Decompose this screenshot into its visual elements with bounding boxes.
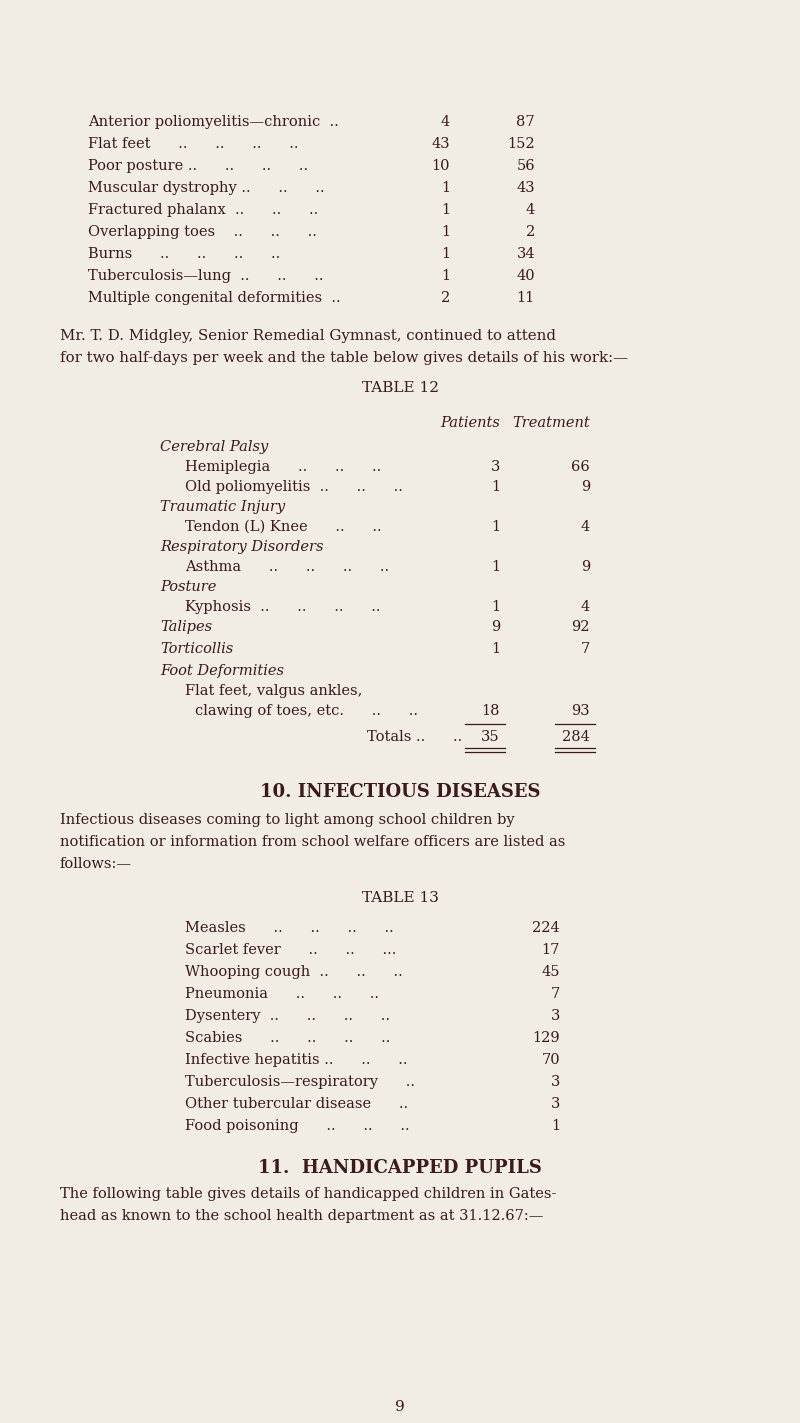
- Text: 4: 4: [581, 601, 590, 613]
- Text: 1: 1: [441, 203, 450, 216]
- Text: Posture: Posture: [160, 581, 216, 593]
- Text: Measles      ..      ..      ..      ..: Measles .. .. .. ..: [185, 921, 394, 935]
- Text: Overlapping toes    ..      ..      ..: Overlapping toes .. .. ..: [88, 225, 317, 239]
- Text: 1: 1: [491, 519, 500, 534]
- Text: 45: 45: [542, 965, 560, 979]
- Text: 10. INFECTIOUS DISEASES: 10. INFECTIOUS DISEASES: [260, 783, 540, 801]
- Text: follows:—: follows:—: [60, 857, 132, 871]
- Text: Tuberculosis—lung  ..      ..      ..: Tuberculosis—lung .. .. ..: [88, 269, 323, 283]
- Text: Fractured phalanx  ..      ..      ..: Fractured phalanx .. .. ..: [88, 203, 318, 216]
- Text: 3: 3: [550, 1009, 560, 1023]
- Text: Poor posture ..      ..      ..      ..: Poor posture .. .. .. ..: [88, 159, 308, 174]
- Text: Mr. T. D. Midgley, Senior Remedial Gymnast, continued to attend: Mr. T. D. Midgley, Senior Remedial Gymna…: [60, 329, 556, 343]
- Text: Flat feet, valgus ankles,: Flat feet, valgus ankles,: [185, 684, 362, 699]
- Text: 11.  HANDICAPPED PUPILS: 11. HANDICAPPED PUPILS: [258, 1158, 542, 1177]
- Text: Treatment: Treatment: [512, 416, 590, 430]
- Text: Hemiplegia      ..      ..      ..: Hemiplegia .. .. ..: [185, 460, 382, 474]
- Text: notification or information from school welfare officers are listed as: notification or information from school …: [60, 835, 566, 850]
- Text: Tendon (L) Knee      ..      ..: Tendon (L) Knee .. ..: [185, 519, 382, 534]
- Text: 9: 9: [490, 620, 500, 635]
- Text: Traumatic Injury: Traumatic Injury: [160, 499, 285, 514]
- Text: 9: 9: [395, 1400, 405, 1414]
- Text: 224: 224: [532, 921, 560, 935]
- Text: 1: 1: [441, 269, 450, 283]
- Text: 43: 43: [516, 181, 535, 195]
- Text: head as known to the school health department as at 31.12.67:—: head as known to the school health depar…: [60, 1210, 543, 1222]
- Text: 129: 129: [532, 1032, 560, 1044]
- Text: 3: 3: [550, 1074, 560, 1089]
- Text: 7: 7: [550, 988, 560, 1000]
- Text: 1: 1: [441, 225, 450, 239]
- Text: clawing of toes, etc.      ..      ..: clawing of toes, etc. .. ..: [195, 704, 418, 719]
- Text: 66: 66: [571, 460, 590, 474]
- Text: Old poliomyelitis  ..      ..      ..: Old poliomyelitis .. .. ..: [185, 480, 403, 494]
- Text: 1: 1: [491, 561, 500, 573]
- Text: Other tubercular disease      ..: Other tubercular disease ..: [185, 1097, 408, 1111]
- Text: 284: 284: [562, 730, 590, 744]
- Text: Food poisoning      ..      ..      ..: Food poisoning .. .. ..: [185, 1118, 410, 1133]
- Text: 9: 9: [581, 561, 590, 573]
- Text: Torticollis: Torticollis: [160, 642, 234, 656]
- Text: Infectious diseases coming to light among school children by: Infectious diseases coming to light amon…: [60, 813, 514, 827]
- Text: 2: 2: [526, 225, 535, 239]
- Text: 34: 34: [516, 248, 535, 260]
- Text: Flat feet      ..      ..      ..      ..: Flat feet .. .. .. ..: [88, 137, 298, 151]
- Text: Patients: Patients: [440, 416, 500, 430]
- Text: 10: 10: [431, 159, 450, 174]
- Text: The following table gives details of handicapped children in Gates-: The following table gives details of han…: [60, 1187, 556, 1201]
- Text: 11: 11: [517, 290, 535, 305]
- Text: Scarlet fever      ..      ..      ...: Scarlet fever .. .. ...: [185, 943, 396, 958]
- Text: Burns      ..      ..      ..      ..: Burns .. .. .. ..: [88, 248, 280, 260]
- Text: 93: 93: [571, 704, 590, 719]
- Text: TABLE 12: TABLE 12: [362, 381, 438, 396]
- Text: 9: 9: [581, 480, 590, 494]
- Text: 3: 3: [550, 1097, 560, 1111]
- Text: 1: 1: [491, 601, 500, 613]
- Text: 43: 43: [431, 137, 450, 151]
- Text: 92: 92: [571, 620, 590, 635]
- Text: 2: 2: [441, 290, 450, 305]
- Text: Cerebral Palsy: Cerebral Palsy: [160, 440, 268, 454]
- Text: Dysentery  ..      ..      ..      ..: Dysentery .. .. .. ..: [185, 1009, 390, 1023]
- Text: Scabies      ..      ..      ..      ..: Scabies .. .. .. ..: [185, 1032, 390, 1044]
- Text: 1: 1: [441, 248, 450, 260]
- Text: Infective hepatitis ..      ..      ..: Infective hepatitis .. .. ..: [185, 1053, 407, 1067]
- Text: 152: 152: [507, 137, 535, 151]
- Text: 70: 70: [542, 1053, 560, 1067]
- Text: 35: 35: [482, 730, 500, 744]
- Text: 1: 1: [491, 480, 500, 494]
- Text: 87: 87: [516, 115, 535, 129]
- Text: 40: 40: [516, 269, 535, 283]
- Text: Kyphosis  ..      ..      ..      ..: Kyphosis .. .. .. ..: [185, 601, 381, 613]
- Text: 7: 7: [581, 642, 590, 656]
- Text: 1: 1: [551, 1118, 560, 1133]
- Text: TABLE 13: TABLE 13: [362, 891, 438, 905]
- Text: 4: 4: [441, 115, 450, 129]
- Text: Totals ..      ..: Totals .. ..: [366, 730, 462, 744]
- Text: Talipes: Talipes: [160, 620, 212, 635]
- Text: 56: 56: [516, 159, 535, 174]
- Text: 1: 1: [491, 642, 500, 656]
- Text: for two half-days per week and the table below gives details of his work:—: for two half-days per week and the table…: [60, 351, 628, 366]
- Text: Tuberculosis—respiratory      ..: Tuberculosis—respiratory ..: [185, 1074, 415, 1089]
- Text: 18: 18: [482, 704, 500, 719]
- Text: Foot Deformities: Foot Deformities: [160, 665, 284, 677]
- Text: Whooping cough  ..      ..      ..: Whooping cough .. .. ..: [185, 965, 402, 979]
- Text: 17: 17: [542, 943, 560, 958]
- Text: Muscular dystrophy ..      ..      ..: Muscular dystrophy .. .. ..: [88, 181, 325, 195]
- Text: 4: 4: [581, 519, 590, 534]
- Text: 4: 4: [526, 203, 535, 216]
- Text: Anterior poliomyelitis—chronic  ..: Anterior poliomyelitis—chronic ..: [88, 115, 338, 129]
- Text: 1: 1: [441, 181, 450, 195]
- Text: 3: 3: [490, 460, 500, 474]
- Text: Respiratory Disorders: Respiratory Disorders: [160, 539, 323, 554]
- Text: Multiple congenital deformities  ..: Multiple congenital deformities ..: [88, 290, 341, 305]
- Text: Asthma      ..      ..      ..      ..: Asthma .. .. .. ..: [185, 561, 389, 573]
- Text: Pneumonia      ..      ..      ..: Pneumonia .. .. ..: [185, 988, 379, 1000]
